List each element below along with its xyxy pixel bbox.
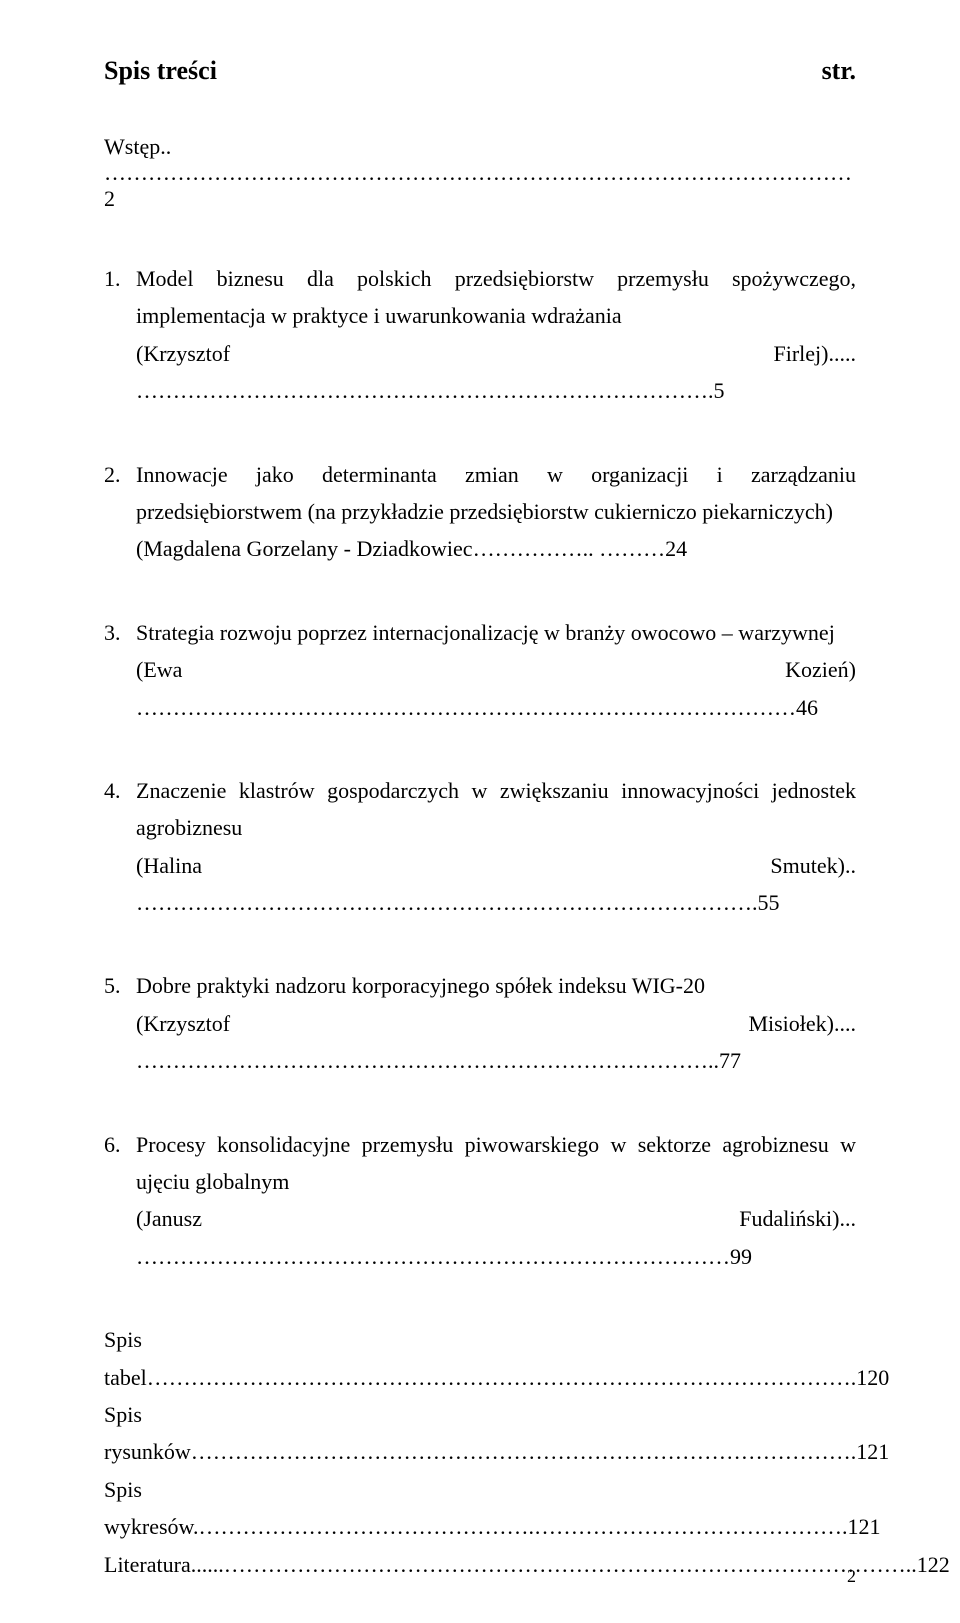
back-label: Literatura	[104, 1552, 191, 1577]
entry-fill: …………………………………………………………………………	[136, 890, 752, 915]
entry-leader: ...	[840, 1206, 857, 1231]
entry-fill: ……………………………………………………………………	[136, 378, 708, 403]
back-page: .121	[842, 1514, 881, 1539]
back-leader: ......	[191, 1552, 224, 1577]
back-fill: ………………………………………………………………………………	[191, 1439, 851, 1464]
entry-page: 24	[665, 536, 687, 561]
entry-leader: .....	[829, 341, 857, 366]
entry-author: (Halina Smutek)	[136, 853, 845, 878]
entry-title: Znaczenie klastrów gospodarczych w zwięk…	[136, 778, 856, 840]
toc-item: Procesy konsolidacyjne przemysłu piwowar…	[104, 1126, 856, 1276]
toc-item: Strategia rozwoju poprzez internacjonali…	[104, 614, 856, 726]
entry-page: 77	[719, 1048, 741, 1073]
back-page: .120	[851, 1365, 890, 1390]
back-fill: ……………………………………….……………………………………	[199, 1514, 843, 1539]
entry-fill: ………………………………………………………………………………	[136, 695, 796, 720]
toc-header: Spis treści str.	[104, 56, 856, 86]
entry-page: 46	[796, 695, 818, 720]
page-number: 2	[847, 1566, 856, 1587]
entry-title: Innowacje jako determinanta zmian w orga…	[136, 462, 856, 524]
back-line: Spis tabel…………………………………………………………………………………	[104, 1321, 856, 1396]
entry-author: (Janusz Fudaliński)	[136, 1206, 840, 1231]
entry-leader: ....	[834, 1011, 856, 1036]
entry-page: 99	[730, 1244, 752, 1269]
back-matter: Spis tabel…………………………………………………………………………………	[104, 1321, 856, 1583]
intro-row: Wstęp.. ………………………………………………………………………………………	[104, 134, 856, 212]
intro-leader: ..	[160, 134, 171, 159]
intro-label: Wstęp	[104, 134, 160, 159]
entry-leader: ..	[583, 536, 594, 561]
entry-page: .5	[708, 378, 725, 403]
entry-page: .55	[752, 890, 780, 915]
back-page: 122	[917, 1552, 950, 1577]
back-label: Spis tabel	[104, 1327, 147, 1389]
back-fill: ……………………………………………………………………………………	[147, 1365, 851, 1390]
entry-author: (Krzysztof Firlej)	[136, 341, 829, 366]
entry-author: (Ewa Kozień)	[136, 657, 856, 682]
back-line: Literatura......…………………………………………………………………	[104, 1546, 856, 1583]
back-page: .121	[851, 1439, 890, 1464]
back-label: Spis rysunków	[104, 1402, 191, 1464]
entry-fill: ……………………………………………………………………..	[136, 1048, 719, 1073]
entry-title: Dobre praktyki nadzoru korporacyjnego sp…	[136, 973, 705, 998]
back-label: Spis wykresów	[104, 1477, 193, 1539]
intro-fill: …………………………………………………………………………………………	[104, 160, 852, 185]
entry-fill: ………	[599, 536, 665, 561]
entry-author: (Magdalena Gorzelany - Dziadkowiec	[136, 536, 473, 561]
document-page: Spis treści str. Wstęp.. …………………………………………	[0, 0, 960, 1623]
toc-item: Znaczenie klastrów gospodarczych w zwięk…	[104, 772, 856, 922]
toc-page-header: str.	[822, 56, 856, 86]
toc-item: Model biznesu dla polskich przedsiębiors…	[104, 260, 856, 410]
intro-page: 2	[104, 186, 115, 211]
entry-title: Model biznesu dla polskich przedsiębiors…	[136, 266, 856, 328]
entry-fill: ………………………………………………………………………	[136, 1244, 730, 1269]
toc-list: Model biznesu dla polskich przedsiębiors…	[104, 260, 856, 1275]
entry-leader: ..	[845, 853, 856, 878]
entry-title: Strategia rozwoju poprzez internacjonali…	[136, 620, 835, 645]
back-fill: …………………………………………………………………………………..	[224, 1552, 917, 1577]
toc-title: Spis treści	[104, 56, 217, 86]
back-line: Spis rysunków…………………………………………………………………………	[104, 1396, 856, 1471]
entry-title: Procesy konsolidacyjne przemysłu piwowar…	[136, 1132, 856, 1194]
back-line: Spis wykresów.……………………………………….……………………………	[104, 1471, 856, 1546]
toc-item: Dobre praktyki nadzoru korporacyjnego sp…	[104, 967, 856, 1079]
toc-item: Innowacje jako determinanta zmian w orga…	[104, 456, 856, 568]
entry-author: (Krzysztof Misiołek)	[136, 1011, 834, 1036]
